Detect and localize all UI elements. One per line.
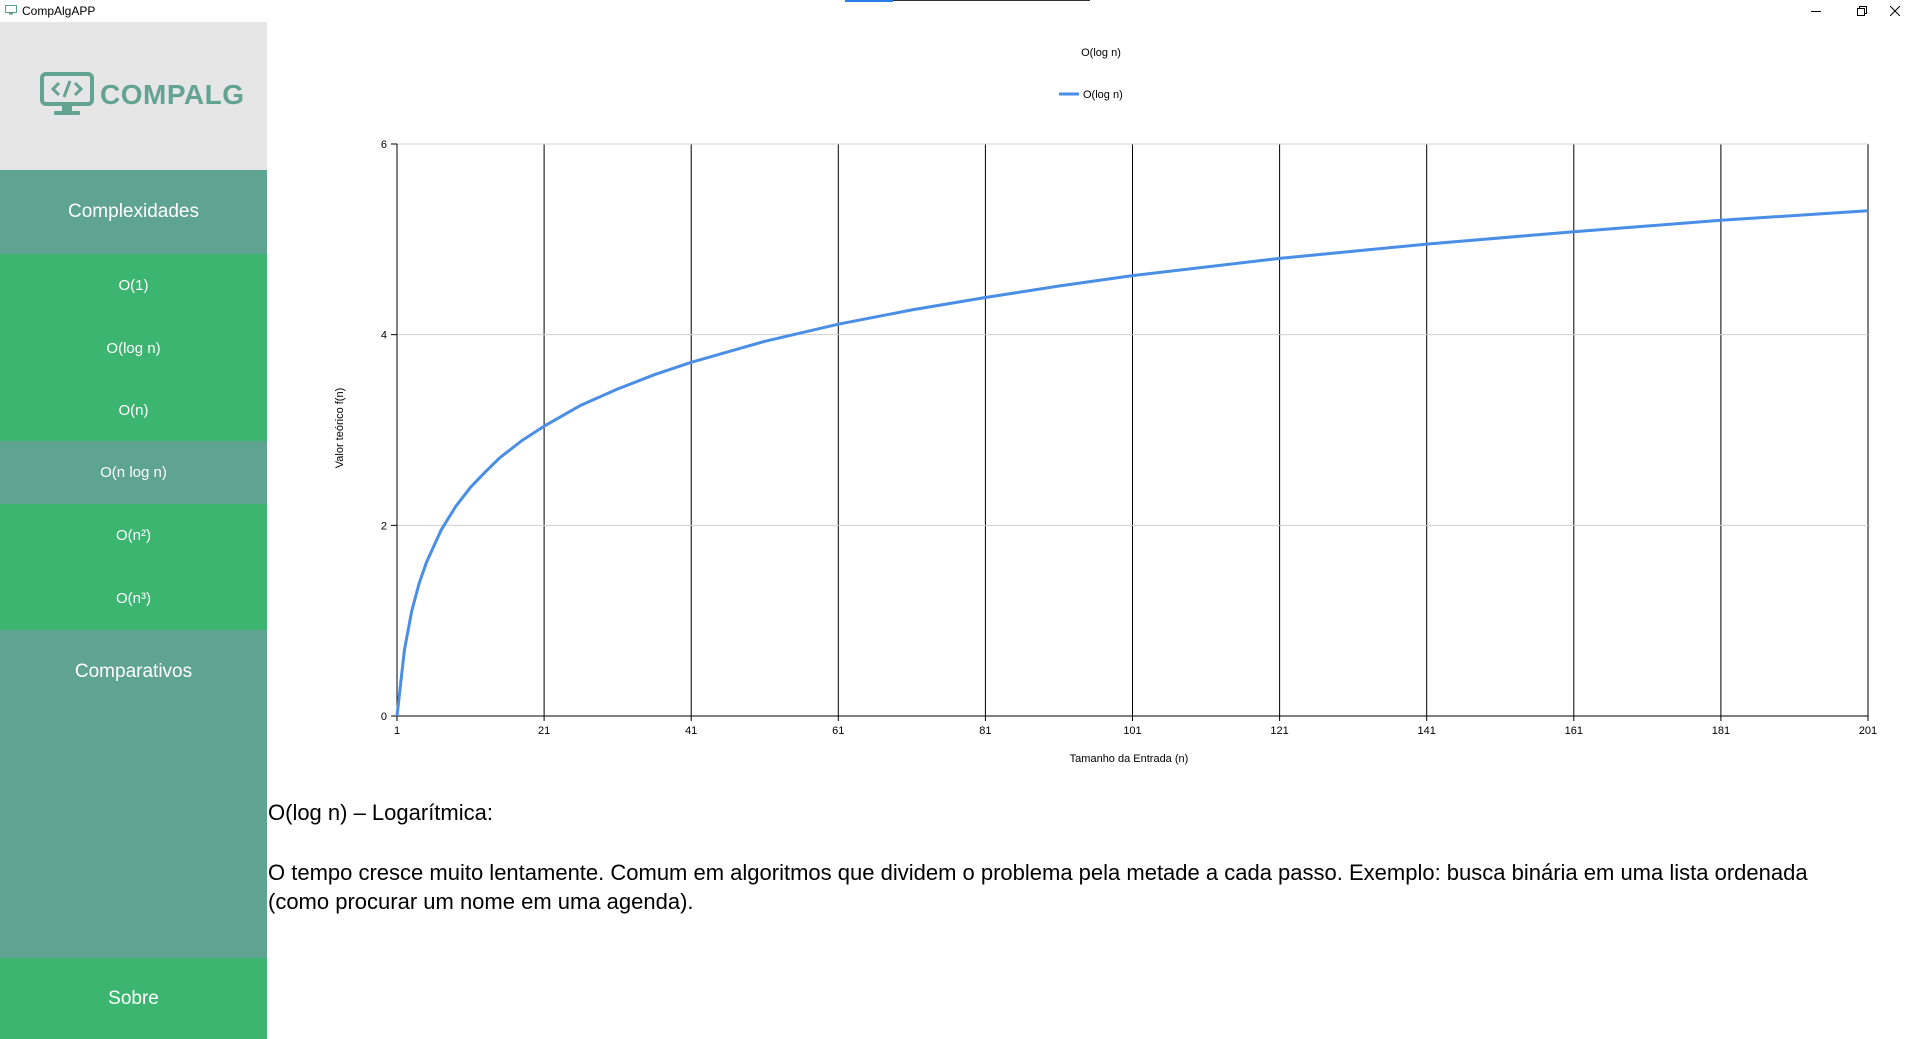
x-tick-label: 41 [685,725,697,737]
y-axis-label: Valor teórico f(n) [334,388,346,469]
menu-item-on2[interactable]: O(n²) [116,527,151,544]
section-complexidades[interactable]: Complexidades [68,201,199,222]
sidebar: COMPALG Complexidades O(1) O(log n) O(n)… [0,22,267,1039]
menu-item-ologn[interactable]: O(log n) [106,339,161,357]
chart-title: O(log n) [1081,47,1121,59]
complexity-chart: O(log n) O(log n) 1 21 41 61 81 101 121 141 161 1… [334,47,1877,765]
title-accent-bar [845,0,893,2]
x-tick-labels: 1 21 41 61 81 101 121 141 161 181 201 [394,725,1877,737]
y-tick-labels: 0 2 4 6 [381,139,387,723]
chart-axes [391,143,1869,721]
description-body: O tempo cresce muito lentamente. Comum e… [268,860,1808,914]
section-sobre[interactable]: Sobre [0,958,267,1039]
minimize-button[interactable] [1793,0,1839,22]
x-tick-label: 121 [1270,725,1288,737]
close-button[interactable] [1872,0,1918,22]
x-tick-label: 201 [1859,725,1877,737]
x-tick-label: 1 [394,725,400,737]
code-monitor-icon [40,72,94,115]
menu-item-on[interactable]: O(n) [118,401,149,419]
menu-item-on3[interactable]: O(n³) [116,590,151,607]
restore-button[interactable] [1839,0,1885,22]
x-tick-label: 21 [538,725,550,737]
window-title: CompAlgAPP [22,4,96,18]
x-tick-label: 101 [1123,725,1141,737]
x-tick-label: 161 [1565,725,1583,737]
y-tick-label: 2 [381,520,387,532]
logo-area: COMPALG [0,22,267,170]
chart-legend: O(log n) [1059,89,1123,101]
y-tick-label: 0 [381,711,387,723]
description-heading: O(log n) – Logarítmica: [268,800,493,825]
section-comparativos[interactable]: Comparativos [74,661,193,682]
complexidades-submenu: O(1) O(log n) O(n) O(n log n) O(n²) O(n³… [0,254,267,630]
restore-icon [1857,6,1867,16]
chart-grid [397,143,1869,716]
y-tick-label: 6 [381,139,387,151]
x-tick-label: 81 [979,725,991,737]
menu-item-o1[interactable]: O(1) [118,277,149,294]
series-line-0 [395,209,1869,717]
x-tick-label: 141 [1418,725,1436,737]
legend-label: O(log n) [1083,89,1123,101]
close-icon [1890,6,1900,16]
minimize-icon [1811,11,1821,12]
x-tick-label: 181 [1712,725,1730,737]
monitor-icon [5,5,17,15]
y-tick-label: 4 [381,330,387,342]
x-tick-label: 61 [832,725,844,737]
logo-text: COMPALG [100,79,245,110]
title-bar: CompAlgAPP [0,0,1918,22]
chart-series [395,209,1869,717]
title-accent-line [893,0,1090,1]
x-axis-label: Tamanho da Entrada (n) [1070,753,1189,765]
menu-item-onlogn[interactable]: O(n log n) [0,441,267,504]
